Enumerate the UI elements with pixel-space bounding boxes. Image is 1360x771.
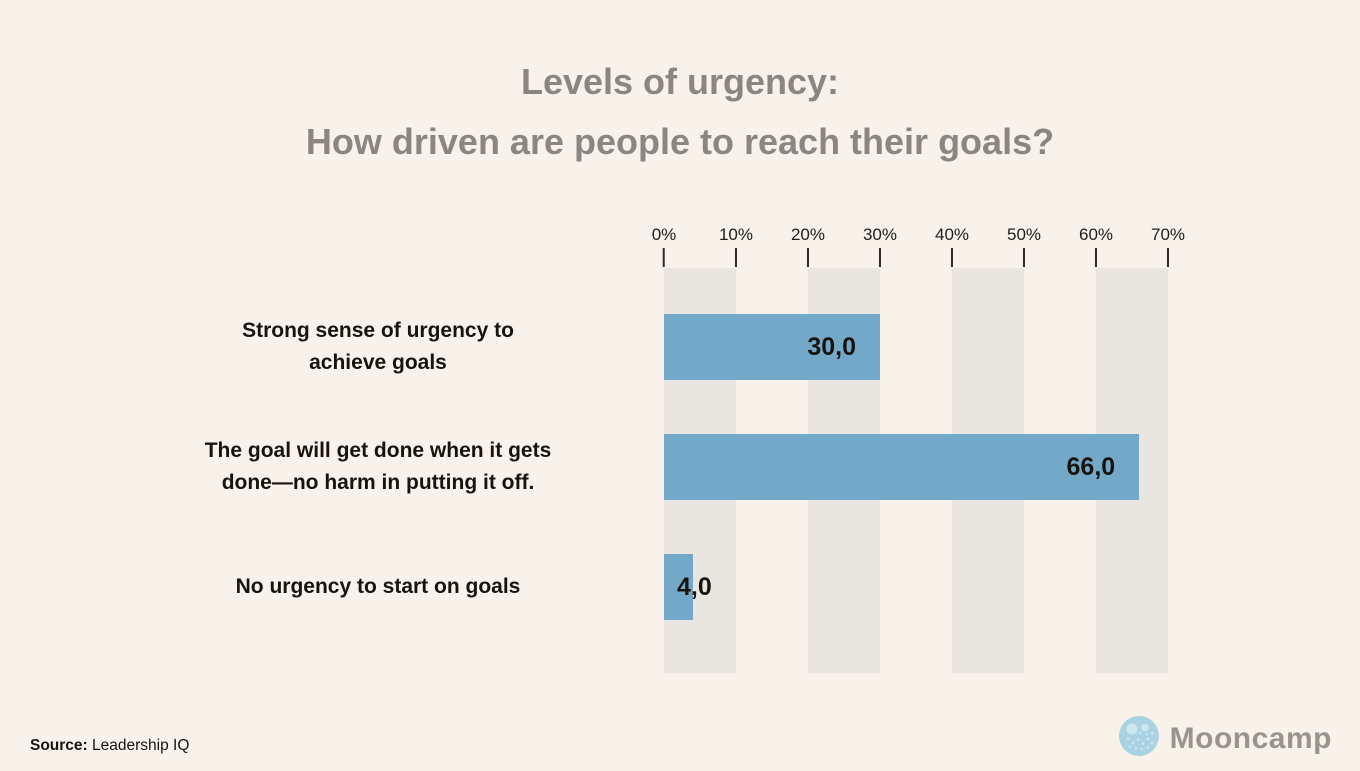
category-label: The goal will get done when it gets done… [128,434,628,500]
chart-title-line-1: Levels of urgency: [520,61,840,102]
x-axis-tick-mark [951,248,953,267]
chart-row: The goal will get done when it gets done… [205,434,1168,500]
bar: 30,0 [664,314,880,380]
x-axis-tick-mark [1095,248,1097,267]
x-axis-tick: 40% [935,225,969,267]
category-label-line: Strong sense of urgency to [242,319,514,342]
category-label: Strong sense of urgency to achieve goals [128,314,628,380]
x-axis-tick: 70% [1151,225,1185,267]
x-axis-tick-mark [734,248,737,267]
x-axis-tick-label: 50% [1006,225,1042,244]
x-axis-tick: 0% [651,225,677,267]
mooncamp-logo: Mooncamp [1118,716,1332,761]
category-label-line: achieve goals [309,351,447,374]
chart-title-line-2: How driven are people to reach their goa… [305,121,1055,162]
x-axis-tick-mark [806,248,809,267]
chart-title: Levels of urgency: How driven are people… [0,52,1360,172]
source-label: Source: [30,737,88,754]
bar-value-label: 30,0 [807,332,856,361]
chart-row: Strong sense of urgency to achieve goals… [242,314,1168,380]
source-text: Leadership IQ [87,737,190,754]
x-axis-tick-label: 40% [934,225,970,244]
x-axis-tick-label: 10% [718,225,753,244]
plot-area: Strong sense of urgency to achieve goals… [205,268,1168,673]
x-axis-tick: 30% [863,225,897,267]
x-axis-tick: 50% [1007,225,1041,267]
category-label: No urgency to start on goals [128,554,628,620]
x-axis-tick: 60% [1079,225,1113,267]
x-axis-tick-label: 0% [651,225,677,244]
x-axis-tick: 20% [791,225,825,267]
x-axis-tick-label: 60% [1078,225,1114,244]
category-label-line: The goal will get done when it gets [204,439,552,462]
category-label-line: No urgency to start on goals [235,575,521,598]
chart-row: No urgency to start on goals 4,0 [236,554,1168,620]
x-axis-tick-label: 70% [1150,225,1186,244]
x-axis-tick: 10% [719,225,753,267]
x-axis-tick-mark [662,248,665,267]
bar-value-label: 4,0 [677,572,712,601]
source-note: Source: Leadership IQ [30,737,189,755]
brand-name: Mooncamp [1169,721,1332,755]
bar: 4,0 [664,554,712,620]
x-axis: 0% 10% 20% 30% 40% 50% 60% 70% [652,225,1185,268]
x-axis-tick-label: 30% [862,225,897,244]
moon-logo-icon [1118,716,1159,761]
bar: 66,0 [664,434,1140,500]
bar-value-label: 66,0 [1066,452,1116,481]
x-axis-tick-mark [1167,248,1169,267]
x-axis-tick-label: 20% [790,225,825,244]
category-label-line: done—no harm in putting it off. [221,471,535,494]
x-axis-tick-mark [1023,248,1025,267]
x-axis-tick-mark [878,248,881,267]
